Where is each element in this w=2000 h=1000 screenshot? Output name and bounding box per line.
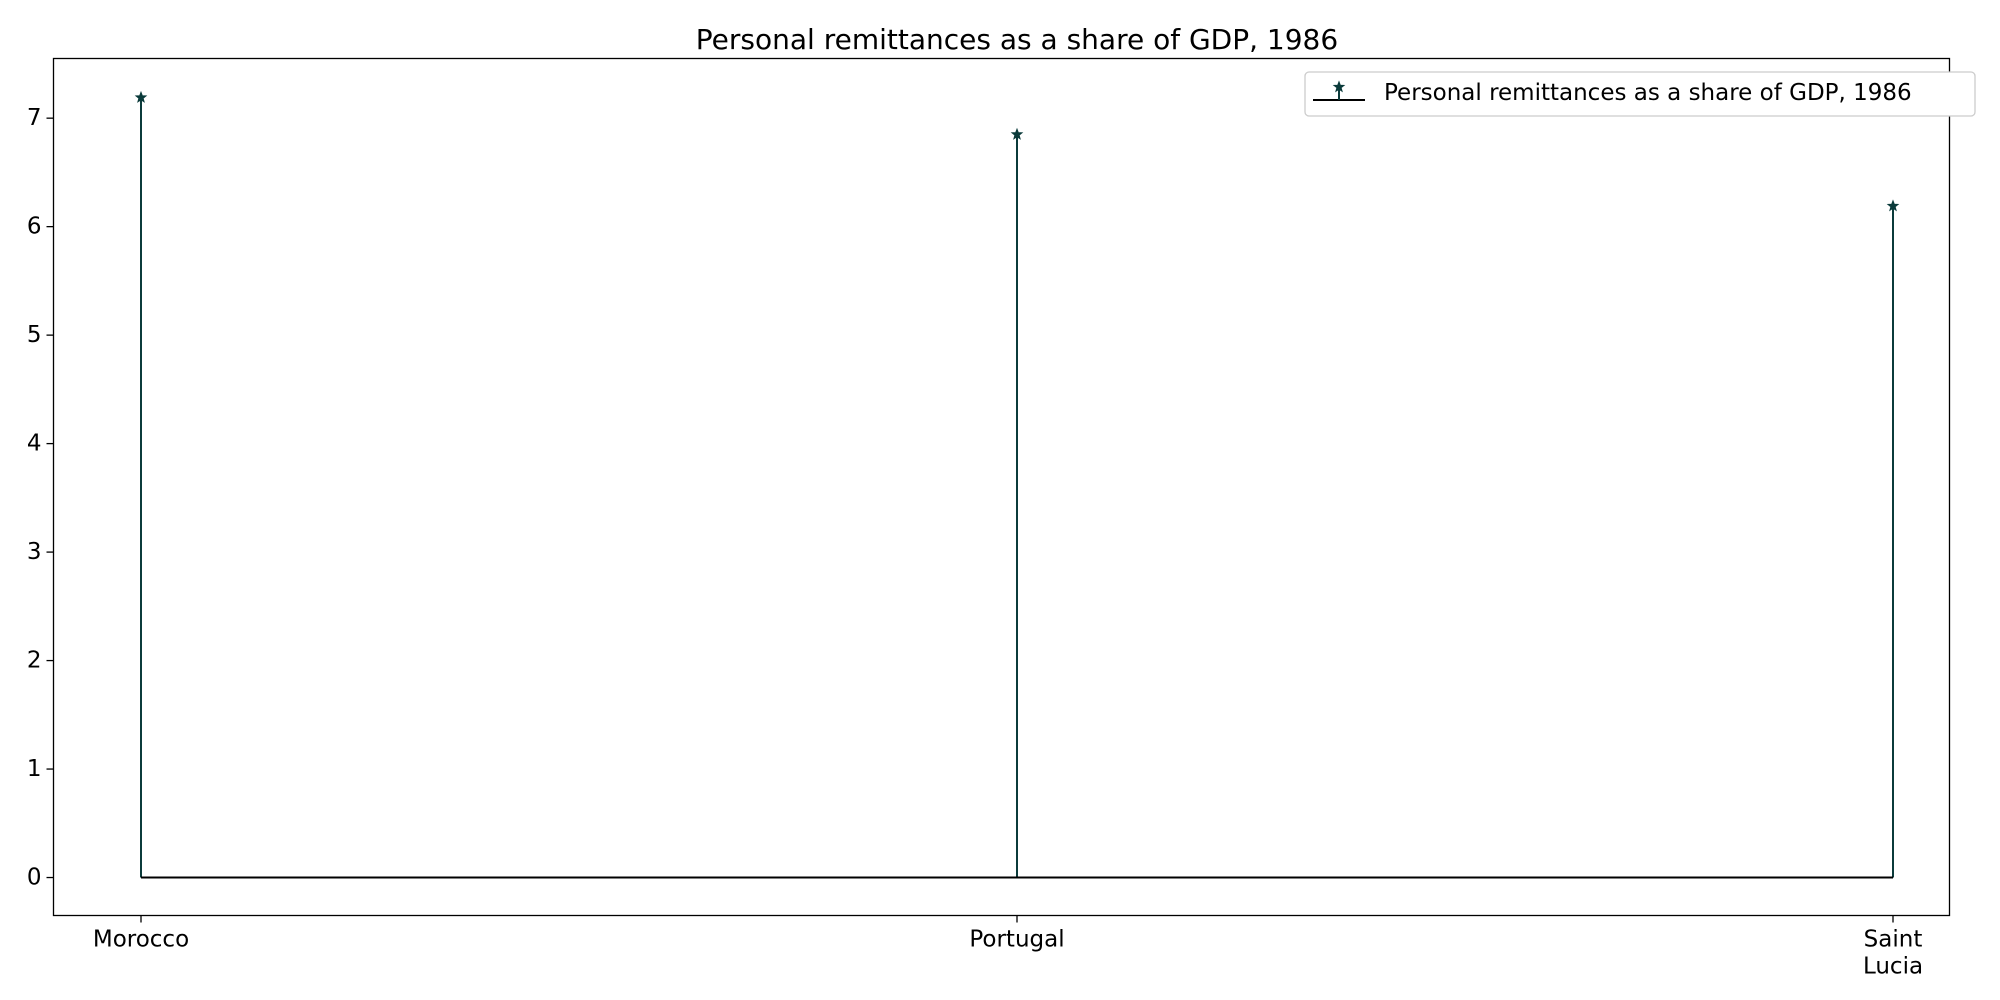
legend-box <box>1304 71 1976 117</box>
x-tick-label: Morocco <box>93 927 189 953</box>
x-tick-label: Portugal <box>969 927 1064 953</box>
stem-marker <box>1010 127 1024 140</box>
x-tick-label: Saint Lucia <box>1863 927 1923 980</box>
chart-title: Personal remittances as a share of GDP, … <box>696 23 1338 56</box>
legend-star-marker-icon <box>1332 80 1346 93</box>
legend: Personal remittances as a share of GDP, … <box>1304 71 1976 117</box>
y-tick-label: 6 <box>27 214 42 240</box>
stem-marker <box>1886 199 1900 212</box>
y-tick-label: 5 <box>27 322 42 348</box>
y-axis: 0 1 2 3 4 5 6 7 <box>27 105 54 891</box>
stem-series <box>134 90 1900 879</box>
stem-marker <box>134 90 148 103</box>
x-axis: Morocco Portugal Saint Lucia <box>93 915 1923 980</box>
y-tick-label: 0 <box>27 865 42 891</box>
y-tick-label: 3 <box>27 539 42 565</box>
legend-label: Personal remittances as a share of GDP, … <box>1384 80 1912 106</box>
y-tick-label: 1 <box>27 756 42 782</box>
y-tick-label: 7 <box>27 105 42 131</box>
plot-area <box>52 57 1951 917</box>
y-tick-label: 2 <box>27 648 42 674</box>
y-tick-label: 4 <box>27 431 42 457</box>
